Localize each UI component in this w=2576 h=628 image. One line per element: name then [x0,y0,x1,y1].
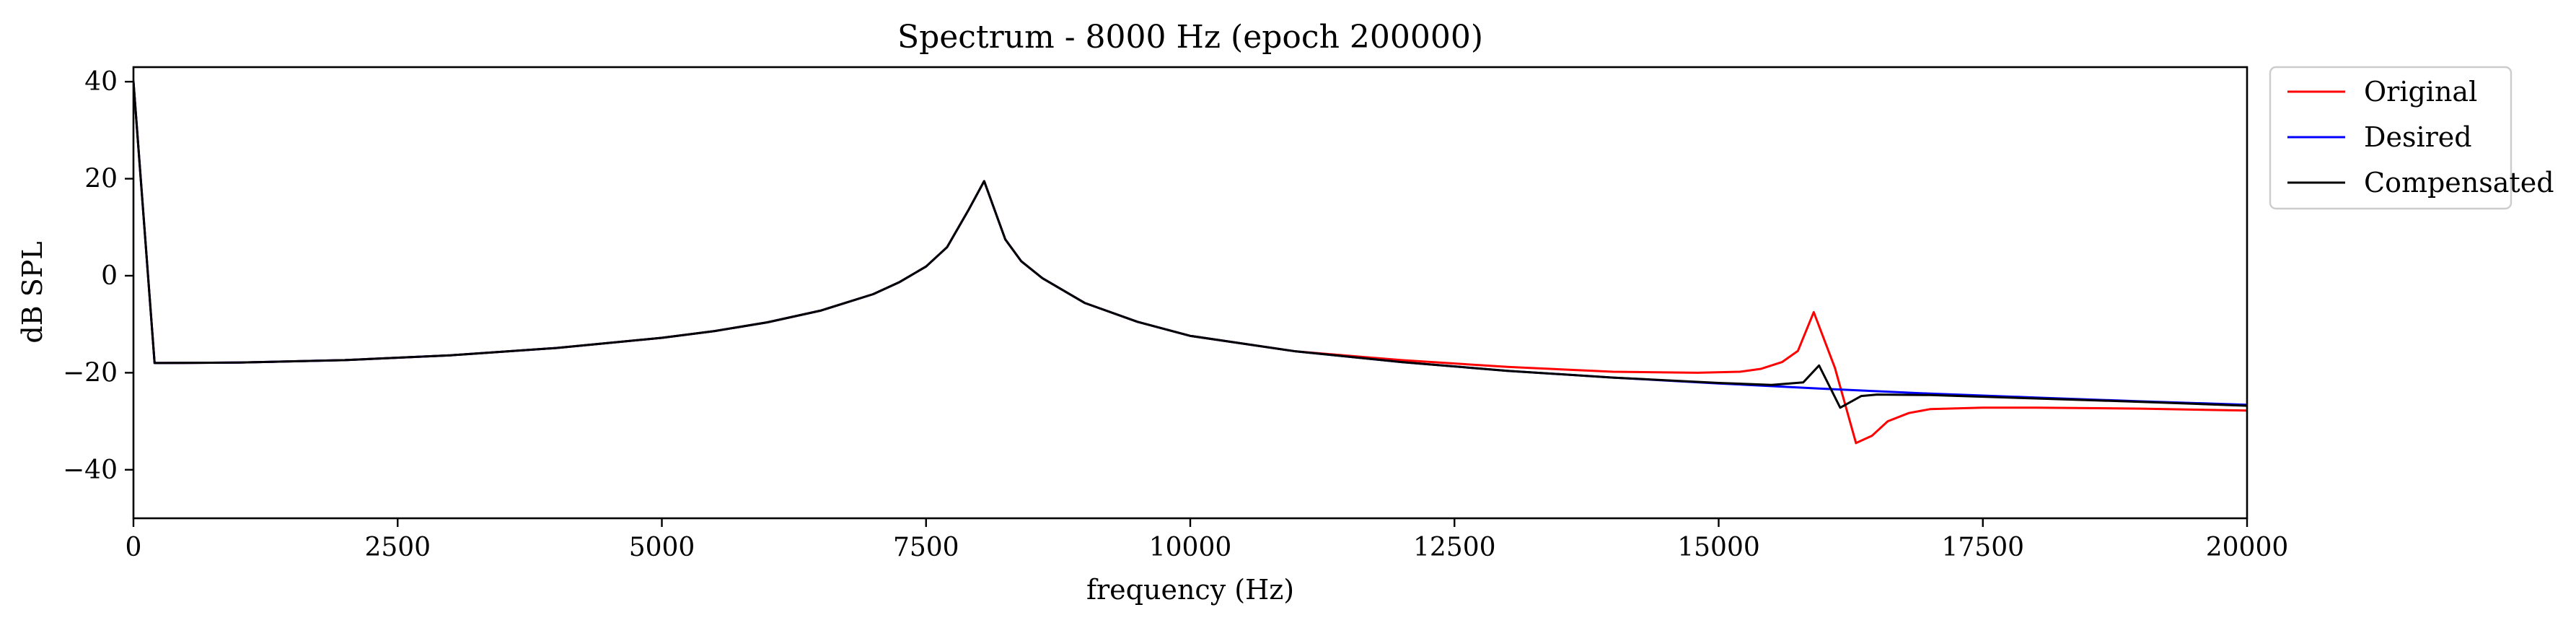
series-line-compensated [133,80,2247,409]
y-axis-label: dB SPL [17,241,48,343]
x-axis-label: frequency (Hz) [1086,574,1294,606]
x-tick-label: 2500 [364,533,431,562]
x-tick-label: 12500 [1413,533,1496,562]
legend-frame [2269,66,2513,210]
x-tick-label: 17500 [1941,533,2024,562]
x-tick-label: 5000 [629,533,695,562]
legend: Original Desired Compensated [2269,66,2554,210]
y-tick-label: 40 [84,67,118,97]
series-lines [133,80,2247,445]
y-axis: 40 20 0 −20 −40 [63,67,133,485]
x-tick-label: 10000 [1149,533,1232,562]
y-tick-label: −20 [63,358,118,388]
legend-label-original: Original [2364,76,2477,108]
x-axis: 0 2500 5000 7500 10000 12500 15000 17500 20000 [126,518,2289,562]
x-tick-label: 0 [126,533,142,562]
y-tick-label: 20 [84,165,118,194]
x-tick-label: 15000 [1677,533,1760,562]
y-tick-label: −40 [63,455,118,485]
legend-label-desired: Desired [2364,121,2472,153]
x-tick-label: 7500 [893,533,959,562]
legend-label-compensated: Compensated [2364,167,2554,199]
x-tick-label: 20000 [2206,533,2289,562]
y-tick-label: 0 [101,261,118,291]
chart-title: Spectrum - 8000 Hz (epoch 200000) [897,19,1483,56]
